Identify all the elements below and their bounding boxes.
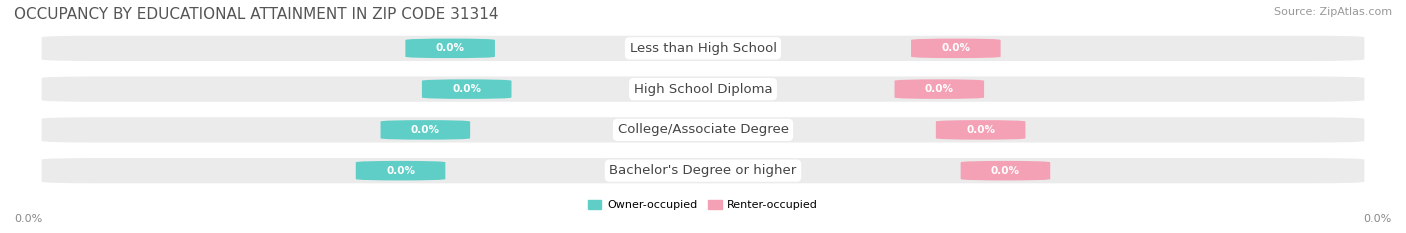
Text: 0.0%: 0.0% [942,43,970,53]
FancyBboxPatch shape [381,120,470,140]
FancyBboxPatch shape [936,120,1025,140]
FancyBboxPatch shape [42,36,1364,61]
FancyBboxPatch shape [405,39,495,58]
Text: High School Diploma: High School Diploma [634,83,772,96]
FancyBboxPatch shape [894,79,984,99]
FancyBboxPatch shape [356,161,446,180]
Text: College/Associate Degree: College/Associate Degree [617,123,789,136]
Text: Bachelor's Degree or higher: Bachelor's Degree or higher [609,164,797,177]
Text: 0.0%: 0.0% [387,166,415,176]
Text: 0.0%: 0.0% [991,166,1019,176]
FancyBboxPatch shape [960,161,1050,180]
Text: Source: ZipAtlas.com: Source: ZipAtlas.com [1274,7,1392,17]
Legend: Owner-occupied, Renter-occupied: Owner-occupied, Renter-occupied [583,195,823,215]
FancyBboxPatch shape [42,117,1364,143]
Text: 0.0%: 0.0% [966,125,995,135]
Text: 0.0%: 0.0% [14,214,42,224]
Text: Less than High School: Less than High School [630,42,776,55]
Text: 0.0%: 0.0% [1364,214,1392,224]
Text: 0.0%: 0.0% [453,84,481,94]
FancyBboxPatch shape [42,158,1364,183]
Text: OCCUPANCY BY EDUCATIONAL ATTAINMENT IN ZIP CODE 31314: OCCUPANCY BY EDUCATIONAL ATTAINMENT IN Z… [14,7,499,22]
FancyBboxPatch shape [911,39,1001,58]
Text: 0.0%: 0.0% [925,84,953,94]
FancyBboxPatch shape [42,76,1364,102]
Text: 0.0%: 0.0% [436,43,464,53]
Text: 0.0%: 0.0% [411,125,440,135]
FancyBboxPatch shape [422,79,512,99]
